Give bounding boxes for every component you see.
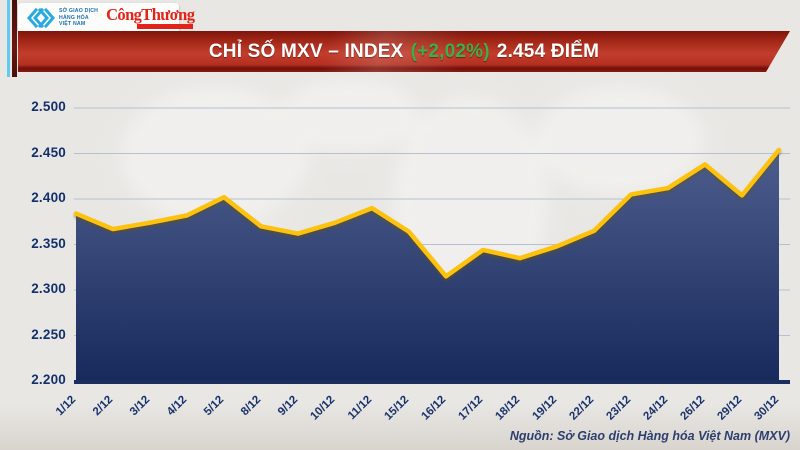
- left-accent-stripe-maroon: [12, 0, 17, 77]
- source-note: Nguồn: Sở Giao dịch Hàng hóa Việt Nam (M…: [509, 429, 790, 443]
- y-tick-label: 2.250: [31, 326, 66, 342]
- left-accent-stripe-blue: [7, 0, 10, 77]
- congthuong-underline-bar: [137, 24, 194, 30]
- banner-change-percent: (+2,02%): [410, 40, 490, 62]
- banner-title: CHỈ SỐ MXV – INDEX: [208, 40, 404, 62]
- mxv-org-line2: HÀNG HÓA: [59, 14, 89, 21]
- mxv-org-line1: SỞ GIAO DỊCH: [59, 8, 99, 15]
- y-tick-label: 2.400: [31, 190, 66, 205]
- y-tick-label: 2.500: [31, 99, 66, 114]
- mxv-org-name: SỞ GIAO DỊCH HÀNG HÓA VIỆT NAM: [59, 8, 98, 28]
- banner-index-value: 2.454 ĐIỂM: [496, 40, 600, 62]
- index-line: [73, 147, 782, 279]
- y-tick-label: 2.450: [31, 144, 66, 160]
- title-banner: CHỈ SỐ MXV – INDEX (+2,02%) 2.454 ĐIỂM: [18, 31, 790, 72]
- y-tick-label: 2.200: [31, 372, 66, 387]
- mxv-org-line3: VIỆT NAM: [59, 21, 86, 28]
- congthuong-logo: CôngThương: [106, 4, 195, 30]
- mxv-logo: SỞ GIAO DỊCH HÀNG HÓA VIỆT NAM: [25, 7, 98, 29]
- y-tick-label: 2.350: [31, 235, 66, 251]
- logo-box: SỞ GIAO DỊCH HÀNG HÓA VIỆT NAM CôngThươn…: [18, 3, 195, 33]
- index-area-fill: [76, 149, 779, 381]
- index-series: [73, 147, 790, 384]
- y-tick-label: 2.300: [31, 281, 66, 296]
- congthuong-wordmark: CôngThương: [106, 4, 195, 24]
- mxv-chevrons-icon: [27, 7, 55, 29]
